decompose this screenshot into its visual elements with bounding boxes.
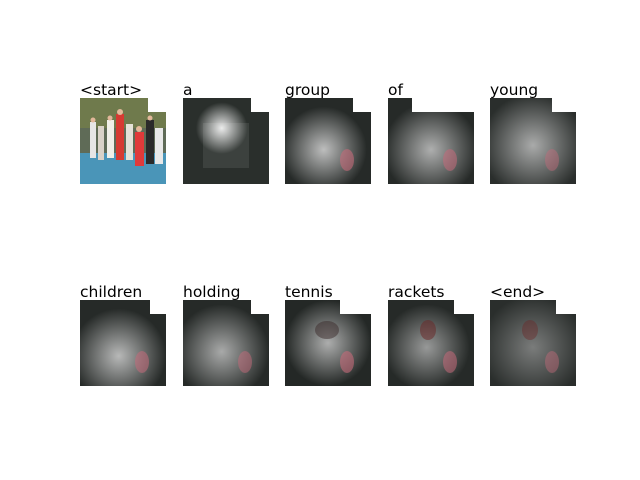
caption-word: a: [183, 82, 199, 98]
panel-tennis: tennis: [285, 284, 371, 386]
attention-map: [183, 300, 269, 386]
caption-word: group: [285, 82, 337, 98]
attention-map: [285, 300, 371, 386]
caption-word: <end>: [490, 284, 552, 300]
panel-children: children: [80, 284, 166, 386]
attention-map: [80, 300, 166, 386]
caption-word: holding: [183, 284, 247, 300]
caption-word: <start>: [80, 82, 149, 98]
attention-map: [490, 300, 576, 386]
caption-word: children: [80, 284, 149, 300]
attention-map: [490, 98, 576, 184]
panel-young: young: [490, 82, 576, 184]
panel-start: <start>: [80, 82, 166, 184]
panel-end: <end>: [490, 284, 576, 386]
panel-holding: holding: [183, 284, 269, 386]
panel-rackets: rackets: [388, 284, 474, 386]
attention-map: [183, 98, 269, 184]
caption-word: of: [388, 82, 409, 98]
attention-map: [285, 98, 371, 184]
attention-map: [388, 300, 474, 386]
panel-group: group: [285, 82, 371, 184]
original-photo: [80, 98, 166, 184]
panel-a: a: [183, 82, 269, 184]
panel-of: of: [388, 82, 474, 184]
caption-word: rackets: [388, 284, 451, 300]
caption-word: tennis: [285, 284, 339, 300]
caption-word: young: [490, 82, 545, 98]
attention-map: [388, 98, 474, 184]
